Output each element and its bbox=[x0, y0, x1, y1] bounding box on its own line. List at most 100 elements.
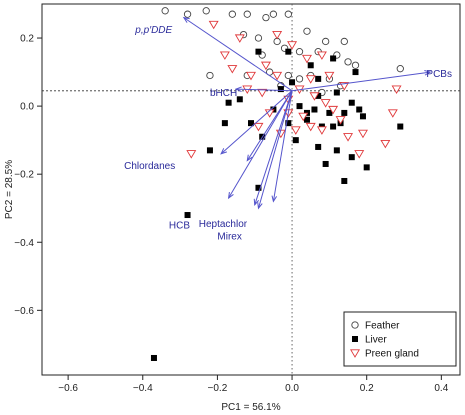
feather-point bbox=[243, 10, 251, 18]
y-tick-label: −0.6 bbox=[14, 306, 34, 317]
liver-point bbox=[296, 103, 303, 110]
loading-arrow-8-head bbox=[271, 195, 278, 203]
loading-arrow-chlordanes-head bbox=[220, 148, 227, 155]
preen-gland-point bbox=[328, 105, 339, 115]
liver-point bbox=[341, 109, 348, 116]
preen-gland-point bbox=[272, 71, 283, 81]
liver-point bbox=[330, 123, 337, 130]
legend-label-feather: Feather bbox=[365, 321, 400, 332]
preen-gland-point bbox=[320, 99, 331, 108]
x-tick-label: 0.2 bbox=[360, 383, 374, 394]
liver-point bbox=[285, 48, 292, 55]
liver-point bbox=[356, 106, 363, 113]
legend: Feather Liver Preen gland bbox=[343, 311, 457, 367]
legend-box bbox=[343, 311, 457, 367]
feather-point bbox=[183, 10, 192, 18]
preen-gland-point bbox=[391, 85, 402, 94]
liver-point bbox=[248, 120, 254, 127]
feather-point bbox=[228, 10, 236, 18]
preen-gland-point bbox=[234, 34, 245, 43]
loading-arrow-p-p-dde-head bbox=[182, 16, 190, 23]
loading-label-heptachlor: Heptachlor bbox=[199, 219, 248, 230]
axes: −0.6 −0.4 −0.2 0.0 0.2 0.4 0.2 0.0 −0.2 −0.4 −0.6 P… bbox=[4, 3, 461, 413]
liver-point bbox=[359, 113, 366, 120]
preen-gland-point bbox=[316, 126, 327, 135]
liver-point bbox=[289, 79, 296, 86]
preen-gland-point bbox=[380, 139, 391, 149]
liver-point bbox=[348, 154, 355, 161]
loading-arrow-7-head bbox=[246, 154, 253, 162]
legend-marker-liver bbox=[352, 336, 358, 342]
feather-point bbox=[344, 58, 352, 66]
x-axis-title: PC1 = 56.1% bbox=[221, 402, 280, 413]
loading-label-chlordanes: Chlordanes bbox=[124, 161, 175, 172]
preen-gland-point bbox=[309, 92, 320, 101]
loading-label-p-p-dde: p,p′DDE bbox=[134, 25, 172, 36]
preen-gland-point bbox=[301, 54, 312, 64]
preen-gland-point bbox=[316, 51, 327, 60]
liver-point bbox=[322, 160, 329, 167]
feather-point bbox=[321, 37, 330, 46]
x-tick-label: 0.4 bbox=[434, 383, 448, 394]
loading-label-hcb: HCB bbox=[169, 221, 190, 232]
liver-point bbox=[221, 120, 228, 127]
data-points bbox=[150, 7, 404, 361]
legend-marker-preen-gland bbox=[350, 349, 360, 358]
loading-arrow-7 bbox=[246, 90, 293, 161]
liver-point bbox=[330, 55, 337, 62]
plot-frame bbox=[41, 3, 461, 376]
liver-point bbox=[315, 75, 322, 82]
liver-point bbox=[315, 92, 322, 99]
preen-gland-point bbox=[260, 61, 271, 71]
legend-label-liver: Liver bbox=[365, 335, 387, 346]
loading-arrow-hcb bbox=[228, 90, 293, 199]
preen-gland-point bbox=[186, 150, 197, 159]
feather-point bbox=[303, 27, 311, 35]
feather-point bbox=[351, 61, 360, 69]
preen-gland-point bbox=[227, 65, 238, 74]
loading-arrow-p-p-dde bbox=[183, 17, 293, 92]
liver-point bbox=[150, 354, 157, 361]
liver-point bbox=[184, 212, 191, 219]
feather-point bbox=[269, 10, 278, 18]
preen-gland-point bbox=[290, 126, 301, 135]
loading-arrow-bhch bbox=[236, 88, 293, 92]
feather-point bbox=[295, 48, 304, 56]
loading-label-mirex: Mirex bbox=[217, 232, 241, 243]
preen-gland-point bbox=[343, 133, 354, 142]
loading-arrow-mirex-head bbox=[253, 198, 260, 207]
preen-gland-point bbox=[324, 71, 335, 81]
feather-point bbox=[340, 37, 348, 46]
feather-point bbox=[202, 7, 210, 15]
loading-arrow-pcbs-head bbox=[424, 70, 432, 76]
loading-arrow-8 bbox=[272, 90, 293, 202]
y-tick-label: −0.2 bbox=[14, 170, 34, 181]
preen-gland-point bbox=[305, 75, 316, 84]
feather-point bbox=[262, 13, 270, 22]
liver-point bbox=[255, 48, 262, 55]
loading-arrows bbox=[182, 16, 432, 210]
liver-point bbox=[341, 177, 348, 184]
loading-label-bhch: bHCH bbox=[210, 88, 237, 99]
liver-point bbox=[397, 123, 404, 130]
liver-point bbox=[303, 116, 310, 123]
preen-gland-point bbox=[357, 129, 368, 139]
loading-arrow-bhch-head bbox=[234, 86, 242, 93]
liver-point bbox=[315, 143, 322, 150]
liver-point bbox=[255, 184, 262, 191]
feather-point bbox=[284, 71, 292, 80]
y-axis-title: PC2 = 28.5% bbox=[4, 160, 15, 219]
liver-point bbox=[363, 164, 370, 171]
liver-point bbox=[333, 147, 340, 154]
loading-arrow-heptachlor-head bbox=[257, 202, 263, 210]
preen-gland-point bbox=[253, 122, 264, 132]
y-tick-label: 0.2 bbox=[20, 34, 34, 45]
preen-gland-point bbox=[287, 41, 298, 50]
preen-gland-point bbox=[264, 109, 275, 118]
y-tick-label: 0.0 bbox=[20, 102, 34, 113]
feather-point bbox=[396, 65, 404, 73]
preen-gland-point bbox=[354, 150, 365, 159]
feather-point bbox=[254, 34, 263, 42]
legend-label-preen-gland: Preen gland bbox=[365, 349, 419, 360]
